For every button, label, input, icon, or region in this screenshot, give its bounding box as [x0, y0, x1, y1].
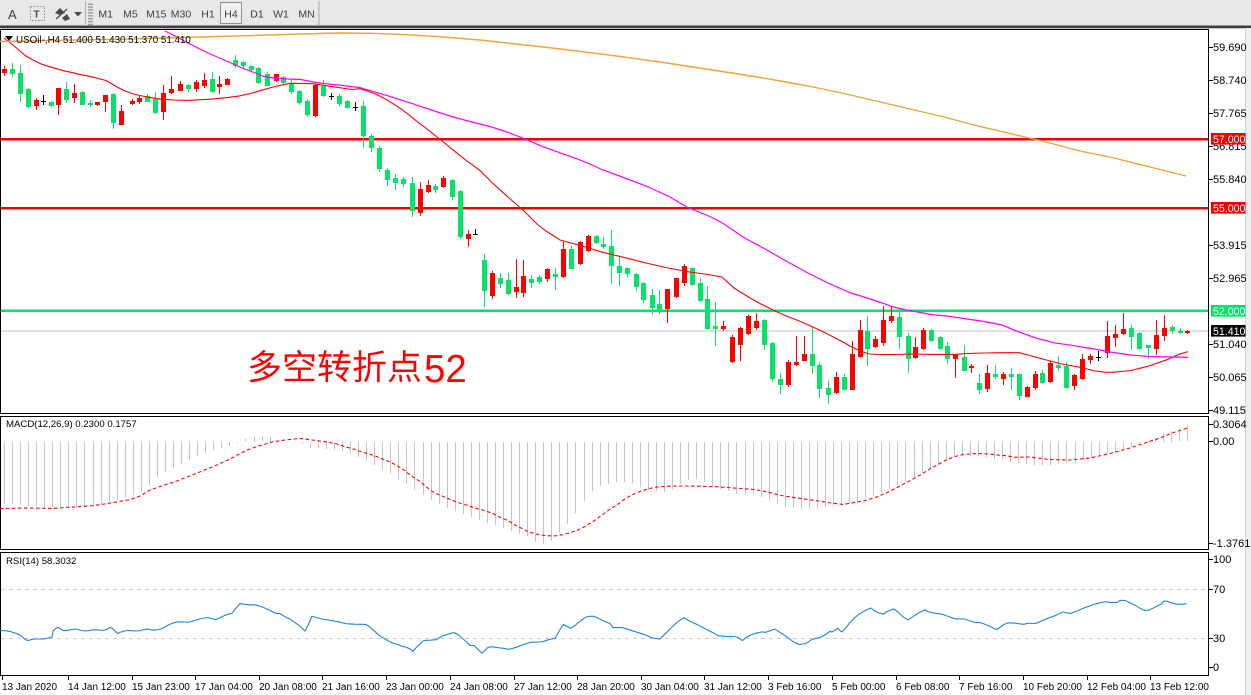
- svg-text:14 Jan 12:00: 14 Jan 12:00: [68, 682, 126, 693]
- svg-text:7 Feb 16:00: 7 Feb 16:00: [959, 682, 1013, 693]
- svg-text:53.915: 53.915: [1213, 240, 1247, 252]
- svg-text:10 Feb 20:00: 10 Feb 20:00: [1023, 682, 1082, 693]
- svg-text:50.065: 50.065: [1213, 372, 1247, 384]
- svg-text:T: T: [34, 10, 40, 21]
- svg-text:58.740: 58.740: [1213, 75, 1247, 87]
- svg-text:H4: H4: [224, 9, 238, 21]
- svg-text:5 Feb 00:00: 5 Feb 00:00: [832, 682, 886, 693]
- svg-text:0: 0: [1213, 662, 1219, 674]
- svg-text:24 Jan 08:00: 24 Jan 08:00: [450, 682, 508, 693]
- svg-text:27 Jan 12:00: 27 Jan 12:00: [514, 682, 572, 693]
- svg-text:USOil-,H4 51.400 51.430 51.370: USOil-,H4 51.400 51.430 51.370 51.410: [16, 35, 191, 46]
- svg-text:A: A: [8, 7, 17, 22]
- svg-text:51.410: 51.410: [1213, 326, 1246, 338]
- svg-text:31 Jan 12:00: 31 Jan 12:00: [704, 682, 762, 693]
- svg-text:52.965: 52.965: [1213, 273, 1247, 285]
- svg-text:55.000: 55.000: [1213, 203, 1246, 215]
- svg-text:M5: M5: [123, 9, 138, 21]
- svg-text:51.040: 51.040: [1213, 339, 1247, 351]
- svg-text:12 Feb 04:00: 12 Feb 04:00: [1087, 682, 1146, 693]
- svg-text:100: 100: [1213, 554, 1231, 566]
- svg-text:W1: W1: [273, 9, 289, 21]
- svg-text:0.00: 0.00: [1213, 436, 1234, 448]
- svg-text:D1: D1: [250, 9, 264, 21]
- svg-text:49.115: 49.115: [1213, 405, 1246, 417]
- svg-text:70: 70: [1213, 584, 1225, 596]
- svg-text:MN: MN: [298, 9, 314, 21]
- svg-text:59.690: 59.690: [1213, 42, 1247, 54]
- svg-text:M1: M1: [98, 9, 113, 21]
- svg-text:28 Jan 20:00: 28 Jan 20:00: [577, 682, 635, 693]
- svg-text:13 Feb 12:00: 13 Feb 12:00: [1150, 682, 1209, 693]
- svg-text:0.3064: 0.3064: [1213, 419, 1247, 431]
- svg-text:-1.3761: -1.3761: [1213, 538, 1250, 550]
- svg-text:RSI(14) 58.3032: RSI(14) 58.3032: [6, 556, 76, 567]
- svg-text:57.000: 57.000: [1213, 134, 1246, 146]
- svg-text:52: 52: [424, 348, 467, 391]
- svg-text:3 Feb 16:00: 3 Feb 16:00: [768, 682, 822, 693]
- svg-text:MACD(12,26,9) 0.2300 0.1757: MACD(12,26,9) 0.2300 0.1757: [6, 419, 137, 430]
- svg-text:21 Jan 16:00: 21 Jan 16:00: [322, 682, 380, 693]
- svg-text:13 Jan 2020: 13 Jan 2020: [2, 682, 57, 693]
- svg-text:M30: M30: [171, 9, 192, 21]
- svg-text:55.840: 55.840: [1213, 174, 1247, 186]
- svg-text:57.765: 57.765: [1213, 108, 1247, 120]
- svg-text:17 Jan 04:00: 17 Jan 04:00: [195, 682, 253, 693]
- svg-text:30 Jan 04:00: 30 Jan 04:00: [641, 682, 699, 693]
- svg-text:M15: M15: [146, 9, 167, 21]
- svg-text:52.000: 52.000: [1213, 306, 1246, 318]
- svg-text:20 Jan 08:00: 20 Jan 08:00: [259, 682, 317, 693]
- svg-text:6 Feb 08:00: 6 Feb 08:00: [896, 682, 950, 693]
- svg-text:H1: H1: [201, 9, 215, 21]
- svg-text:15 Jan 23:00: 15 Jan 23:00: [132, 682, 190, 693]
- svg-text:23 Jan 00:00: 23 Jan 00:00: [386, 682, 444, 693]
- svg-text:30: 30: [1213, 633, 1225, 645]
